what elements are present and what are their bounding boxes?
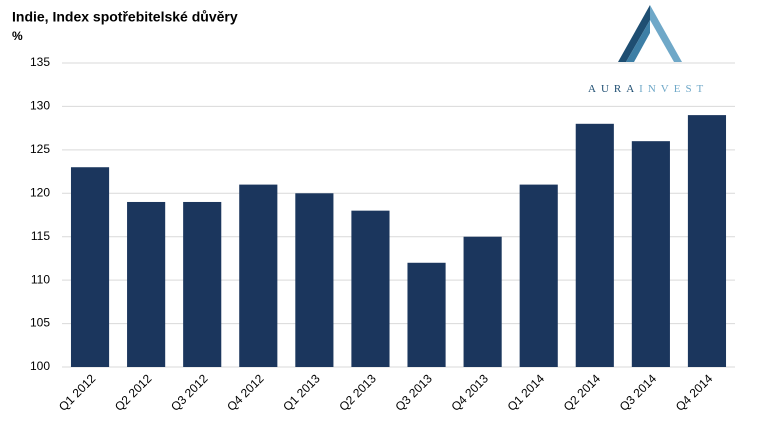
x-tick-label: Q3 2012	[168, 371, 211, 414]
x-tick-label: Q2 2013	[336, 371, 379, 414]
bar	[183, 201, 222, 367]
logo-suffix: INVEST	[639, 83, 708, 95]
bar	[351, 210, 390, 367]
logo-shape	[650, 5, 682, 62]
x-tick-label: Q4 2014	[673, 371, 716, 414]
y-tick-label: 120	[30, 185, 50, 199]
y-tick-label: 110	[31, 272, 50, 286]
logo-shape	[626, 20, 650, 62]
y-tick-label: 100	[30, 359, 50, 373]
y-tick-label: 105	[30, 316, 50, 330]
logo-brand: AURA	[588, 83, 639, 95]
bar	[70, 167, 110, 367]
x-tick-label: Q2 2014	[561, 371, 604, 414]
x-tick-label: Q3 2013	[392, 371, 435, 414]
bar	[575, 123, 614, 367]
x-tick-label: Q4 2012	[224, 371, 267, 414]
y-tick-label: 125	[30, 142, 50, 156]
bar	[519, 184, 558, 367]
y-tick-label: 135	[30, 55, 50, 69]
x-tick-label: Q2 2012	[112, 371, 155, 414]
logo-text: AURAINVEST	[588, 83, 708, 95]
x-tick-label: Q1 2013	[280, 371, 323, 414]
y-tick-label: 115	[31, 229, 50, 243]
bar	[295, 193, 334, 367]
bar	[463, 236, 502, 367]
x-tick-label: Q4 2013	[449, 371, 492, 414]
logo: AURAINVEST	[588, 5, 708, 95]
chart-title: Indie, Index spotřebitelské důvěry	[12, 9, 238, 25]
bar	[687, 115, 727, 367]
bar	[127, 201, 166, 367]
bar	[407, 262, 446, 367]
bar	[239, 184, 278, 367]
y-tick-label: 130	[30, 99, 50, 113]
x-tick-label: Q1 2014	[505, 371, 548, 414]
x-tick-label: Q1 2012	[56, 371, 99, 414]
y-unit: %	[12, 29, 23, 43]
bar	[631, 141, 670, 367]
logo-shape	[618, 5, 650, 62]
x-tick-label: Q3 2014	[617, 371, 660, 414]
